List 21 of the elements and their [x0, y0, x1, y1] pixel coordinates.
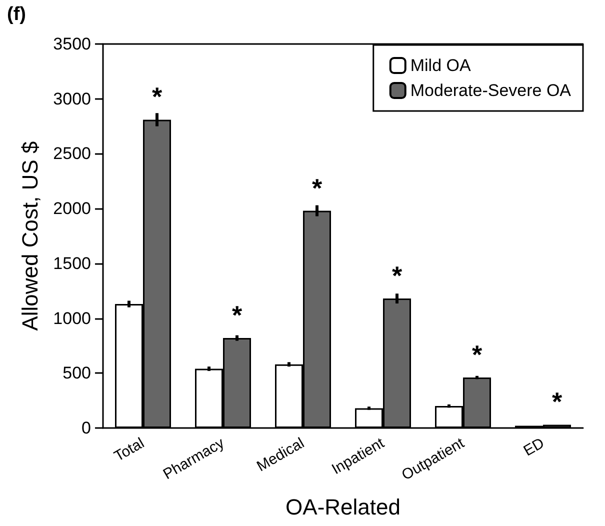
annotation: * [552, 386, 563, 417]
y-tick-label: 3000 [53, 89, 91, 108]
x-axis-title: OA-Related [286, 494, 400, 520]
y-tick-label: 1000 [53, 308, 91, 328]
chart-title: (f) [7, 4, 26, 25]
y-tick-label: 2000 [53, 199, 91, 218]
y-tick-label: 1500 [53, 254, 91, 273]
legend-label: Moderate-Severe OA [410, 81, 572, 100]
y-tick-label: 2500 [53, 144, 91, 164]
x-tick-label: Total [111, 434, 148, 466]
legend-label: Mild OA [410, 56, 472, 75]
annotation: * [312, 172, 323, 203]
annotation: * [392, 260, 403, 291]
annotation: * [472, 340, 483, 370]
y-axis-title: Allowed Cost, US $ [18, 141, 42, 331]
annotation: * [152, 82, 163, 112]
y-tick-label: 0 [82, 418, 91, 438]
x-tick-label: ED [520, 434, 548, 460]
annotation: * [232, 300, 243, 330]
y-tick-label: 500 [62, 364, 91, 383]
y-tick-label: 3500 [53, 34, 91, 54]
